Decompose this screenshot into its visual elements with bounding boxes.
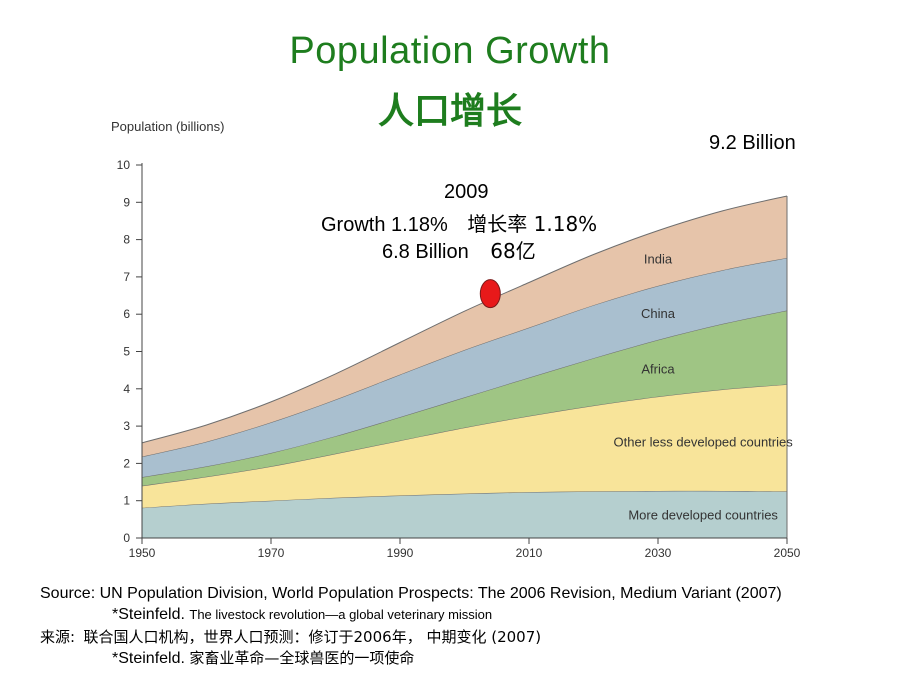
growth-rate-chinese: 增长率 1.18%	[467, 212, 598, 236]
source-chinese-prefix: 来源:	[40, 628, 76, 646]
reference-chinese-title: 家畜业革命—全球兽医的一项使命	[189, 649, 415, 667]
y-tick-label: 6	[123, 307, 130, 321]
y-tick-label: 1	[123, 494, 130, 508]
y-tick-label: 10	[117, 158, 131, 172]
series-label-china: China	[641, 306, 676, 321]
x-tick-label: 1950	[129, 546, 156, 560]
x-tick-label: 2030	[645, 546, 672, 560]
y-tick-label: 4	[123, 382, 130, 396]
series-labels: More developed countries Other less devel…	[614, 251, 794, 522]
y-tick-label: 3	[123, 419, 130, 433]
source-line: Source: UN Population Division, World Po…	[40, 585, 782, 602]
y-tick-label: 5	[123, 345, 130, 359]
y-tick-label: 2	[123, 456, 130, 470]
reference-title: The livestock revolution—a global veteri…	[189, 607, 493, 622]
series-label-africa: Africa	[641, 361, 675, 376]
growth-annotation: Growth 1.18% 增长率 1.18%	[321, 208, 597, 237]
reference-chinese-author: *Steinfeld.	[112, 650, 185, 667]
source-chinese-text: 联合国人口机构，世界人口预测：修订于2006年， 中期变化 (2007)	[83, 628, 542, 646]
series-label-other-less-developed-countries: Other less developed countries	[614, 434, 794, 449]
page-title: Population Growth	[289, 30, 611, 72]
area-africa	[142, 310, 787, 486]
growth-rate-text: Growth 1.18%	[321, 214, 448, 236]
total-2050-annotation: 9.2 Billion	[709, 132, 796, 154]
year-annotation: 2009	[444, 181, 489, 203]
x-tick-label: 1970	[258, 546, 285, 560]
reference-line: *Steinfeld. The livestock revolution—a g…	[112, 606, 492, 624]
y-axis-title: Population (billions)	[111, 119, 224, 134]
series-label-more-developed-countries: More developed countries	[628, 508, 778, 523]
series-label-india: India	[644, 251, 673, 266]
chart-axes: 0 1 2 3 4 5 6 7 8 9 10 1950 1970 1990 2010 2030 2050	[117, 158, 801, 560]
population-now-annotation: 6.8 Billion 68亿	[382, 235, 536, 264]
source-chinese-line: 来源: 联合国人口机构，世界人口预测：修订于2006年， 中期变化 (2007)	[40, 626, 541, 647]
y-tick-label: 7	[123, 270, 130, 284]
x-tick-label: 2010	[516, 546, 543, 560]
y-tick-label: 0	[123, 531, 130, 545]
area-other-less-developed-countries	[142, 384, 787, 508]
reference-chinese-line: *Steinfeld. 家畜业革命—全球兽医的一项使命	[112, 647, 414, 668]
area-more-developed-countries	[142, 490, 787, 538]
area-layers	[141, 195, 788, 538]
reference-author: *Steinfeld.	[112, 606, 185, 623]
y-tick-label: 8	[123, 233, 130, 247]
population-now-chinese: 68亿	[490, 239, 536, 263]
area-india	[142, 196, 787, 457]
page-title-chinese: 人口增长	[377, 91, 522, 132]
x-tick-label: 1990	[387, 546, 414, 560]
area-china	[142, 257, 787, 478]
population-now-text: 6.8 Billion	[382, 241, 469, 263]
x-tick-label: 2050	[774, 546, 801, 560]
area-edge	[141, 195, 788, 444]
y-tick-label: 9	[123, 195, 130, 209]
current-population-marker	[479, 279, 501, 309]
